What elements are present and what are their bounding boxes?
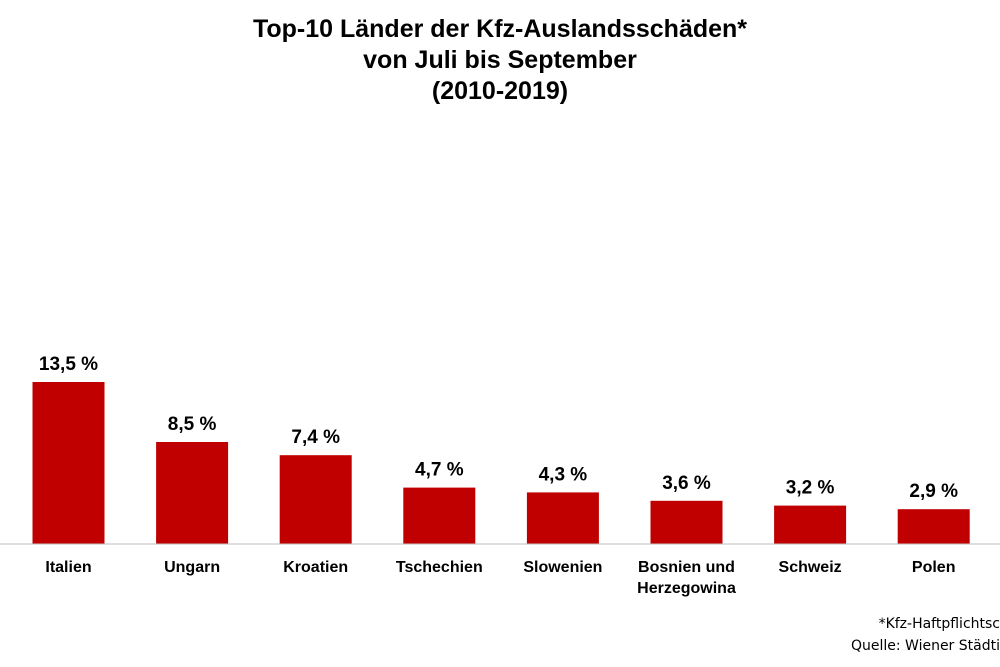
data-label-7: 2,9 % bbox=[909, 481, 958, 502]
chart-title-line-2: von Juli bis September bbox=[363, 46, 637, 74]
category-label-5: Bosnien und Herzegowina bbox=[637, 559, 736, 597]
chart-title-line-1: Top-10 Länder der Kfz-Auslandsschäden* bbox=[252, 15, 748, 43]
category-label-6: Schweiz bbox=[779, 559, 842, 576]
category-label-1: Ungarn bbox=[164, 559, 220, 576]
bar-0 bbox=[32, 382, 105, 544]
data-label-3: 4,7 % bbox=[415, 460, 464, 481]
category-label-0: Italien bbox=[45, 559, 91, 576]
bar-2 bbox=[279, 455, 352, 544]
data-label-1: 8,5 % bbox=[168, 414, 217, 435]
bar-1 bbox=[156, 442, 229, 544]
category-label-4: Slowenien bbox=[523, 559, 602, 576]
chart-title-line-3: (2010-2019) bbox=[431, 77, 569, 105]
category-label-3: Tschechien bbox=[396, 559, 483, 576]
data-label-5: 3,6 % bbox=[662, 473, 711, 494]
category-label-7: Polen bbox=[912, 559, 956, 576]
bars-layer bbox=[32, 382, 970, 544]
category-label-2: Kroatien bbox=[283, 559, 348, 576]
bar-6 bbox=[774, 505, 847, 544]
data-label-6: 3,2 % bbox=[786, 478, 835, 499]
data-label-2: 7,4 % bbox=[291, 427, 340, 448]
bar-5 bbox=[650, 500, 723, 544]
bar-3 bbox=[403, 487, 476, 544]
bar-7 bbox=[897, 509, 970, 544]
data-label-4: 4,3 % bbox=[539, 464, 588, 485]
bar-4 bbox=[526, 492, 599, 544]
chart-title: Top-10 Länder der Kfz-Auslandsschäden* v… bbox=[0, 14, 1000, 107]
footnote-source: Quelle: Wiener Städti bbox=[850, 638, 1000, 654]
data-label-0: 13,5 % bbox=[39, 354, 98, 375]
footnote-asterisk: *Kfz-Haftpflichtsc bbox=[878, 616, 1000, 632]
labels-layer: 13,5 % Italien 8,5 % Ungarn 7,4 % Kroatien 4,7… bbox=[39, 354, 958, 597]
